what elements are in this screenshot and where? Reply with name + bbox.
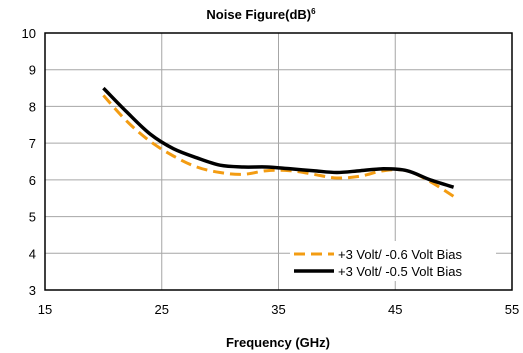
x-axis-title: Frequency (GHz) bbox=[226, 335, 330, 350]
x-tick-label: 15 bbox=[38, 302, 52, 317]
plot-area-frame bbox=[44, 32, 513, 291]
y-tick-label: 6 bbox=[29, 173, 36, 188]
x-tick-label: 45 bbox=[388, 302, 402, 317]
x-tick-label: 25 bbox=[155, 302, 169, 317]
y-tick-label: 3 bbox=[29, 283, 36, 298]
legend-label-2: +3 Volt/ -0.5 Volt Bias bbox=[338, 264, 462, 279]
series-layer bbox=[102, 86, 455, 198]
y-tick-label: 7 bbox=[29, 136, 36, 151]
legend-label-1: +3 Volt/ -0.6 Volt Bias bbox=[338, 247, 462, 262]
y-tick-label: 9 bbox=[29, 63, 36, 78]
legend: +3 Volt/ -0.6 Volt Bias +3 Volt/ -0.5 Vol… bbox=[290, 241, 496, 281]
y-tick-label: 5 bbox=[29, 210, 36, 225]
y-tick-label: 8 bbox=[29, 99, 36, 114]
legend-box bbox=[290, 241, 496, 281]
y-tick-label: 4 bbox=[29, 246, 36, 261]
chart-title: Noise Figure(dB)6 bbox=[206, 7, 316, 22]
y-tick-label: 10 bbox=[22, 26, 36, 41]
x-tick-label: 55 bbox=[505, 302, 519, 317]
series-line-2 bbox=[102, 86, 455, 189]
x-tick-label: 35 bbox=[271, 302, 285, 317]
